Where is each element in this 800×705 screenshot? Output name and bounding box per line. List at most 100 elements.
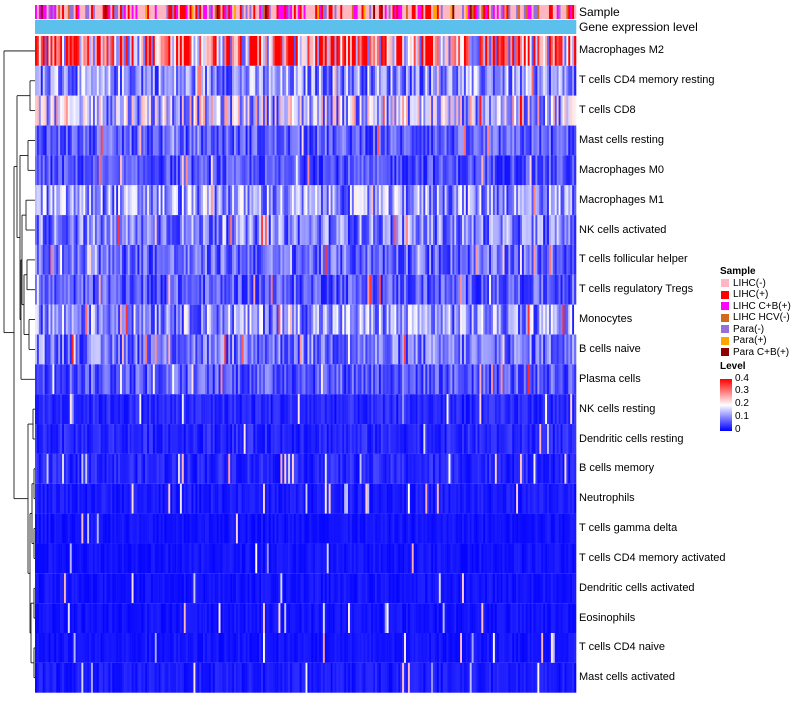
heatmap-cell	[530, 335, 532, 365]
heatmap-cell	[535, 484, 537, 514]
heatmap-cell	[481, 126, 483, 156]
heatmap-cell	[95, 126, 97, 156]
heatmap-cell	[327, 394, 329, 424]
heatmap-cell	[64, 305, 66, 335]
heatmap-cell	[476, 245, 478, 275]
heatmap-cell	[485, 155, 487, 185]
heatmap-cell	[389, 215, 391, 245]
heatmap-cell	[433, 66, 435, 96]
heatmap-cell	[292, 215, 294, 245]
heatmap-cell	[369, 66, 371, 96]
heatmap-cell	[186, 126, 188, 156]
heatmap-cell	[265, 364, 267, 394]
heatmap-cell	[47, 36, 49, 66]
heatmap-cell	[209, 66, 211, 96]
heatmap-cell	[365, 66, 367, 96]
heatmap-cell	[483, 245, 485, 275]
heatmap-cell	[89, 514, 91, 544]
heatmap-cell	[176, 305, 178, 335]
heatmap-cell	[524, 126, 526, 156]
heatmap-cell	[226, 185, 228, 215]
heatmap-cell	[333, 364, 335, 394]
heatmap-cell	[350, 305, 352, 335]
heatmap-cell	[568, 126, 570, 156]
heatmap-cell	[249, 364, 251, 394]
heatmap-cell	[263, 335, 265, 365]
heatmap-cell	[460, 245, 462, 275]
heatmap-cell	[508, 305, 510, 335]
heatmap-cell	[549, 155, 551, 185]
heatmap-cell	[39, 514, 41, 544]
heatmap-cell	[267, 126, 269, 156]
heatmap-cell	[275, 364, 277, 394]
heatmap-cell	[242, 36, 244, 66]
heatmap-cell	[275, 424, 277, 454]
heatmap-cell	[404, 36, 406, 66]
heatmap-cell	[116, 96, 118, 126]
heatmap-cell	[354, 454, 356, 484]
heatmap-cell	[211, 215, 213, 245]
sample-annotation-cell	[462, 5, 464, 19]
heatmap-cell	[439, 96, 441, 126]
sample-annotation-cell	[190, 5, 192, 19]
heatmap-cell	[41, 424, 43, 454]
sample-annotation-cell	[352, 5, 354, 19]
heatmap-cell	[533, 364, 535, 394]
heatmap-cell	[503, 36, 505, 66]
heatmap-cell	[101, 66, 103, 96]
heatmap-cell	[568, 305, 570, 335]
heatmap-cell	[282, 364, 284, 394]
heatmap-cell	[516, 155, 518, 185]
heatmap-cell	[58, 36, 60, 66]
heatmap-cell	[539, 126, 541, 156]
sample-annotation-cell	[416, 5, 418, 19]
heatmap-cell	[87, 245, 89, 275]
heatmap-cell	[392, 96, 394, 126]
heatmap-cell	[222, 454, 224, 484]
heatmap-cell	[89, 36, 91, 66]
heatmap-cell	[302, 245, 304, 275]
heatmap-cell	[205, 514, 207, 544]
heatmap-cell	[566, 424, 568, 454]
sample-annotation-cell	[91, 5, 93, 19]
heatmap-cell	[238, 394, 240, 424]
heatmap-cell	[344, 364, 346, 394]
heatmap-cell	[501, 155, 503, 185]
heatmap-cell	[367, 245, 369, 275]
heatmap-cell	[192, 454, 194, 484]
heatmap-cell	[143, 185, 145, 215]
heatmap-cell	[103, 454, 105, 484]
heatmap-cell	[277, 66, 279, 96]
heatmap-cell	[315, 305, 317, 335]
heatmap-cell	[561, 155, 563, 185]
heatmap-cell	[385, 66, 387, 96]
sample-annotation-cell	[311, 5, 313, 19]
heatmap-cell	[91, 275, 93, 305]
heatmap-cell	[190, 245, 192, 275]
heatmap-cell	[300, 305, 302, 335]
heatmap-cell	[228, 275, 230, 305]
heatmap-cell	[375, 335, 377, 365]
heatmap-cell	[207, 484, 209, 514]
heatmap-cell	[207, 454, 209, 484]
heatmap-cell	[39, 215, 41, 245]
heatmap-cell	[489, 364, 491, 394]
heatmap-cell	[186, 245, 188, 275]
heatmap-cell	[39, 454, 41, 484]
heatmap-cell	[373, 484, 375, 514]
heatmap-cell	[429, 155, 431, 185]
heatmap-cell	[342, 364, 344, 394]
heatmap-cell	[114, 36, 116, 66]
heatmap-cell	[437, 305, 439, 335]
heatmap-cell	[445, 454, 447, 484]
heatmap-cell	[248, 36, 250, 66]
heatmap-cell	[447, 305, 449, 335]
heatmap-cell	[441, 454, 443, 484]
heatmap-cell	[197, 454, 199, 484]
heatmap-cell	[420, 155, 422, 185]
heatmap-cell	[533, 484, 535, 514]
heatmap-cell	[103, 155, 105, 185]
heatmap-cell	[164, 155, 166, 185]
heatmap-cell	[489, 215, 491, 245]
heatmap-cell	[352, 394, 354, 424]
